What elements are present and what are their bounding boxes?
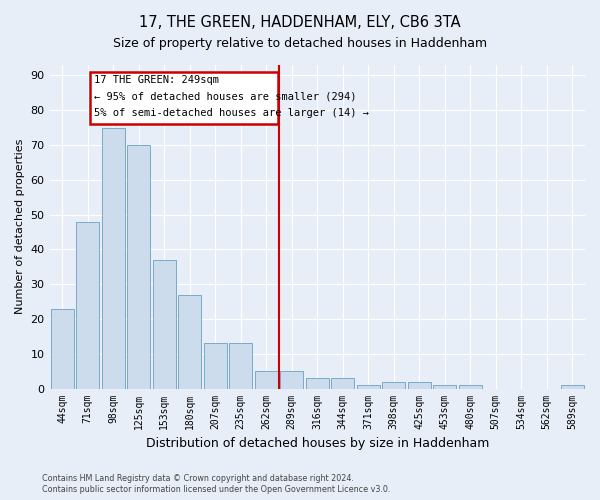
Bar	[280, 371, 303, 388]
Bar	[433, 385, 456, 388]
Bar	[561, 385, 584, 388]
Bar	[51, 308, 74, 388]
X-axis label: Distribution of detached houses by size in Haddenham: Distribution of detached houses by size …	[146, 437, 489, 450]
Bar	[229, 344, 252, 388]
Bar	[204, 344, 227, 388]
Bar	[127, 145, 150, 388]
Bar	[153, 260, 176, 388]
Bar	[408, 382, 431, 388]
Text: ← 95% of detached houses are smaller (294): ← 95% of detached houses are smaller (29…	[94, 92, 356, 102]
Text: 5% of semi-detached houses are larger (14) →: 5% of semi-detached houses are larger (1…	[94, 108, 368, 118]
Bar	[178, 294, 201, 388]
Text: 17 THE GREEN: 249sqm: 17 THE GREEN: 249sqm	[94, 76, 218, 86]
Bar	[306, 378, 329, 388]
Bar	[102, 128, 125, 388]
Bar	[331, 378, 354, 388]
Text: Contains HM Land Registry data © Crown copyright and database right 2024.
Contai: Contains HM Land Registry data © Crown c…	[42, 474, 391, 494]
Bar	[459, 385, 482, 388]
Bar	[76, 222, 99, 388]
Text: 17, THE GREEN, HADDENHAM, ELY, CB6 3TA: 17, THE GREEN, HADDENHAM, ELY, CB6 3TA	[139, 15, 461, 30]
Bar	[382, 382, 405, 388]
Bar	[255, 371, 278, 388]
Bar	[357, 385, 380, 388]
FancyBboxPatch shape	[90, 72, 278, 124]
Y-axis label: Number of detached properties: Number of detached properties	[15, 139, 25, 314]
Text: Size of property relative to detached houses in Haddenham: Size of property relative to detached ho…	[113, 38, 487, 51]
